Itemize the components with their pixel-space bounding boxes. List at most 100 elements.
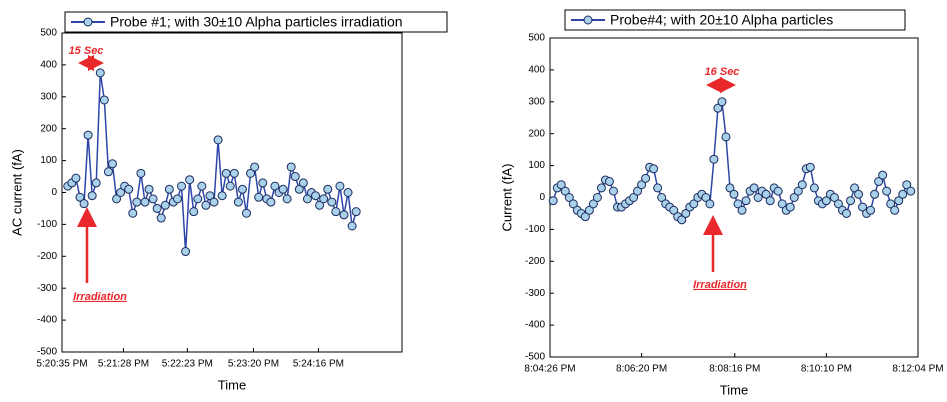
y-tick-label: -400 bbox=[37, 315, 57, 326]
x-tick-label: 5:20:35 PM bbox=[36, 359, 87, 370]
data-point bbox=[319, 194, 329, 204]
data-point bbox=[548, 196, 558, 206]
data-point bbox=[701, 193, 711, 202]
legend-marker bbox=[83, 17, 93, 27]
data-point bbox=[866, 205, 876, 215]
y-tick-label: -200 bbox=[525, 256, 545, 267]
data-point bbox=[854, 189, 864, 199]
y-axis-label: AC current (fA) bbox=[9, 149, 24, 236]
data-point bbox=[197, 181, 207, 191]
data-point bbox=[323, 184, 333, 194]
data-point bbox=[164, 184, 174, 194]
data-point bbox=[761, 189, 771, 199]
data-point bbox=[608, 186, 618, 196]
y-tick-label: -500 bbox=[525, 352, 545, 363]
data-point bbox=[765, 196, 775, 206]
data-point bbox=[785, 202, 795, 212]
data-point bbox=[278, 184, 288, 194]
data-point bbox=[898, 189, 908, 199]
data-point bbox=[906, 186, 916, 196]
x-tick-label: 5:23:20 PM bbox=[228, 359, 279, 370]
data-point bbox=[237, 184, 247, 194]
data-point bbox=[347, 221, 357, 231]
x-tick-label: 5:22:23 PM bbox=[162, 359, 213, 370]
data-point bbox=[258, 178, 268, 188]
data-point bbox=[878, 170, 888, 180]
data-point bbox=[789, 193, 799, 202]
data-point bbox=[677, 215, 687, 225]
data-point bbox=[217, 191, 227, 201]
data-point bbox=[753, 193, 763, 202]
data-point bbox=[797, 180, 807, 190]
y-tick-label: 200 bbox=[528, 128, 545, 139]
data-point bbox=[874, 177, 884, 187]
x-tick-label: 8:04:26 PM bbox=[524, 364, 575, 375]
data-point bbox=[177, 181, 187, 191]
data-point bbox=[592, 193, 602, 202]
data-point bbox=[777, 199, 787, 209]
y-tick-label: 300 bbox=[40, 91, 57, 102]
data-point bbox=[140, 197, 150, 207]
y-tick-label: 100 bbox=[528, 160, 545, 171]
data-point bbox=[725, 183, 735, 193]
data-point bbox=[116, 188, 126, 197]
data-point bbox=[315, 200, 325, 210]
annotation: 16 Sec bbox=[705, 66, 740, 78]
data-point bbox=[709, 154, 719, 164]
data-point bbox=[343, 188, 353, 197]
data-point bbox=[596, 183, 606, 193]
data-point bbox=[112, 194, 122, 204]
data-point bbox=[335, 181, 345, 191]
x-tick-label: 8:12:04 PM bbox=[892, 364, 943, 375]
data-point bbox=[201, 200, 211, 210]
data-point bbox=[564, 193, 574, 202]
data-point bbox=[653, 183, 663, 193]
y-tick-label: -100 bbox=[525, 224, 545, 235]
data-point bbox=[821, 196, 831, 206]
data-point bbox=[657, 193, 667, 202]
data-point bbox=[870, 189, 880, 199]
data-point bbox=[556, 180, 566, 190]
data-point bbox=[882, 186, 892, 196]
data-point bbox=[156, 213, 166, 223]
data-point bbox=[809, 183, 819, 193]
data-point bbox=[246, 168, 256, 178]
data-point bbox=[290, 172, 300, 182]
data-point bbox=[894, 196, 904, 206]
data-point bbox=[339, 210, 349, 220]
data-point bbox=[294, 184, 304, 194]
y-tick-label: 400 bbox=[40, 60, 57, 71]
data-point bbox=[681, 208, 691, 218]
legend-label: Probe#4; with 20±10 Alpha particles bbox=[610, 12, 833, 28]
y-axis-label: Current (fA) bbox=[499, 164, 514, 232]
y-tick-label: 500 bbox=[40, 28, 57, 39]
data-point bbox=[124, 184, 134, 194]
data-point bbox=[793, 186, 803, 196]
data-point bbox=[629, 193, 639, 202]
data-point bbox=[741, 196, 751, 206]
x-tick-label: 5:21:28 PM bbox=[98, 359, 149, 370]
y-tick-label: 200 bbox=[40, 123, 57, 134]
data-point bbox=[588, 199, 598, 209]
data-point bbox=[580, 212, 590, 222]
data-point bbox=[209, 197, 219, 207]
data-point bbox=[152, 203, 162, 213]
data-point bbox=[181, 247, 191, 257]
data-point bbox=[568, 199, 578, 209]
data-point bbox=[172, 194, 182, 204]
annotation: Irradiation bbox=[693, 279, 747, 291]
data-point bbox=[331, 207, 341, 217]
data-point bbox=[637, 180, 647, 190]
x-axis-label: Time bbox=[720, 382, 748, 397]
annotation: 15 Sec bbox=[69, 45, 104, 57]
data-point bbox=[225, 181, 235, 191]
data-point bbox=[902, 180, 912, 190]
data-point bbox=[83, 130, 93, 140]
data-point bbox=[717, 97, 727, 107]
data-point bbox=[829, 193, 839, 202]
y-tick-label: -300 bbox=[525, 288, 545, 299]
y-tick-label: 0 bbox=[539, 192, 545, 203]
data-point bbox=[250, 162, 260, 172]
data-point bbox=[107, 159, 117, 169]
data-point bbox=[850, 183, 860, 193]
